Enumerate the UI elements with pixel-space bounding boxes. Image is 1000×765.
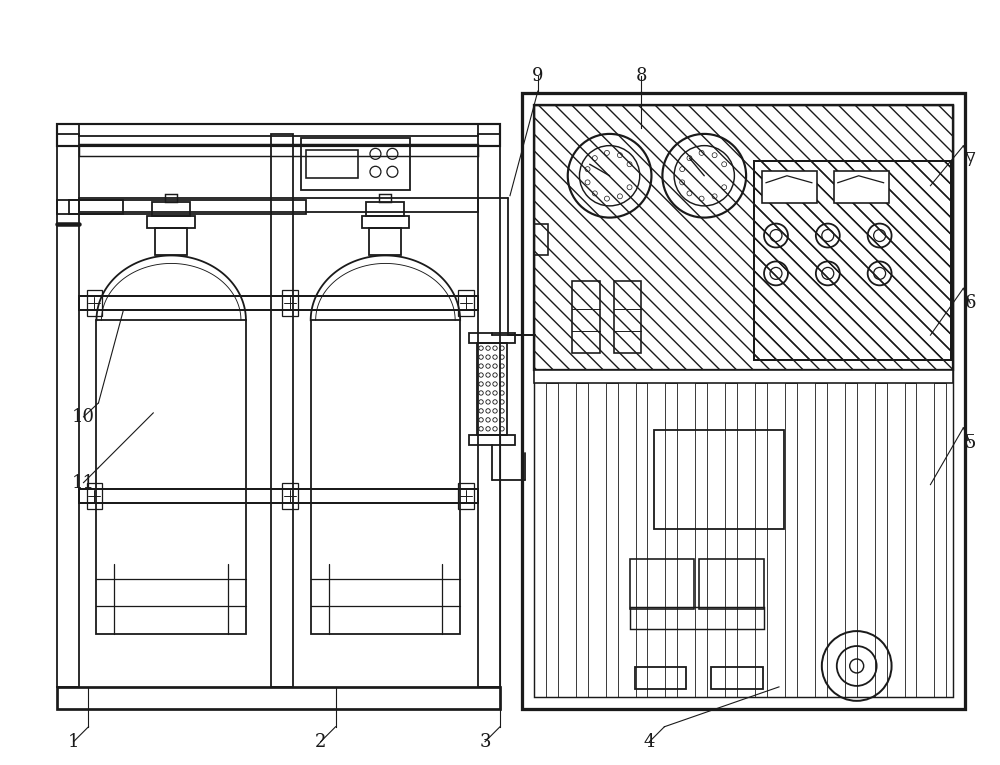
Bar [576, 383, 588, 697]
Bar [834, 171, 889, 203]
Bar [785, 383, 797, 697]
Bar [469, 435, 515, 444]
Bar [522, 93, 965, 709]
Text: 3: 3 [479, 733, 491, 750]
Bar [534, 105, 953, 697]
Bar [57, 134, 79, 687]
Bar [875, 383, 887, 697]
Bar [87, 291, 102, 316]
Text: 9: 9 [532, 67, 544, 85]
Bar [665, 383, 677, 697]
Bar [165, 194, 177, 202]
Text: 7: 7 [965, 151, 976, 170]
Text: 1: 1 [68, 733, 79, 750]
Bar [79, 296, 478, 311]
Bar [572, 282, 600, 353]
Bar [147, 216, 195, 227]
Bar [366, 202, 404, 216]
Bar [69, 200, 306, 213]
Bar [469, 334, 515, 343]
Bar [534, 370, 953, 383]
Bar [845, 383, 857, 697]
Bar [754, 161, 951, 360]
Bar [534, 223, 548, 256]
Bar [79, 144, 478, 156]
Bar [362, 216, 409, 227]
Bar [369, 227, 401, 256]
Bar [762, 171, 817, 203]
Bar [630, 607, 764, 629]
Bar [606, 383, 618, 697]
Text: 5: 5 [965, 434, 976, 452]
Bar [534, 105, 953, 370]
Bar [379, 194, 391, 202]
Bar [96, 321, 246, 634]
Bar [725, 383, 737, 697]
Bar [654, 430, 784, 529]
Bar [699, 559, 764, 609]
Bar [306, 150, 358, 177]
Bar [477, 343, 507, 435]
Bar [458, 291, 474, 316]
Bar [79, 197, 478, 212]
Bar [282, 291, 298, 316]
Bar [87, 483, 102, 509]
Bar [754, 161, 951, 360]
Bar [271, 134, 293, 687]
Bar [815, 383, 827, 697]
Text: 8: 8 [636, 67, 647, 85]
Bar [282, 483, 298, 509]
Bar [546, 383, 558, 697]
Bar [155, 227, 187, 256]
Bar [478, 134, 500, 687]
Bar [57, 687, 500, 709]
Bar [630, 559, 694, 609]
Bar [636, 383, 647, 697]
Bar [534, 105, 953, 370]
Text: 11: 11 [72, 474, 95, 492]
Bar [711, 667, 763, 689]
Bar [57, 124, 500, 146]
Bar [79, 124, 478, 136]
Bar [79, 489, 478, 503]
Text: 2: 2 [315, 733, 326, 750]
Bar [635, 667, 686, 689]
Text: 4: 4 [644, 733, 655, 750]
Bar [755, 383, 767, 697]
Text: 10: 10 [72, 408, 95, 426]
Bar [614, 282, 641, 353]
Bar [301, 138, 410, 190]
Bar [311, 321, 460, 634]
Bar [695, 383, 707, 697]
Bar [905, 383, 916, 697]
Bar [458, 483, 474, 509]
Bar [934, 383, 946, 697]
Bar [57, 200, 123, 213]
Text: 6: 6 [965, 295, 976, 312]
Bar [152, 202, 190, 216]
